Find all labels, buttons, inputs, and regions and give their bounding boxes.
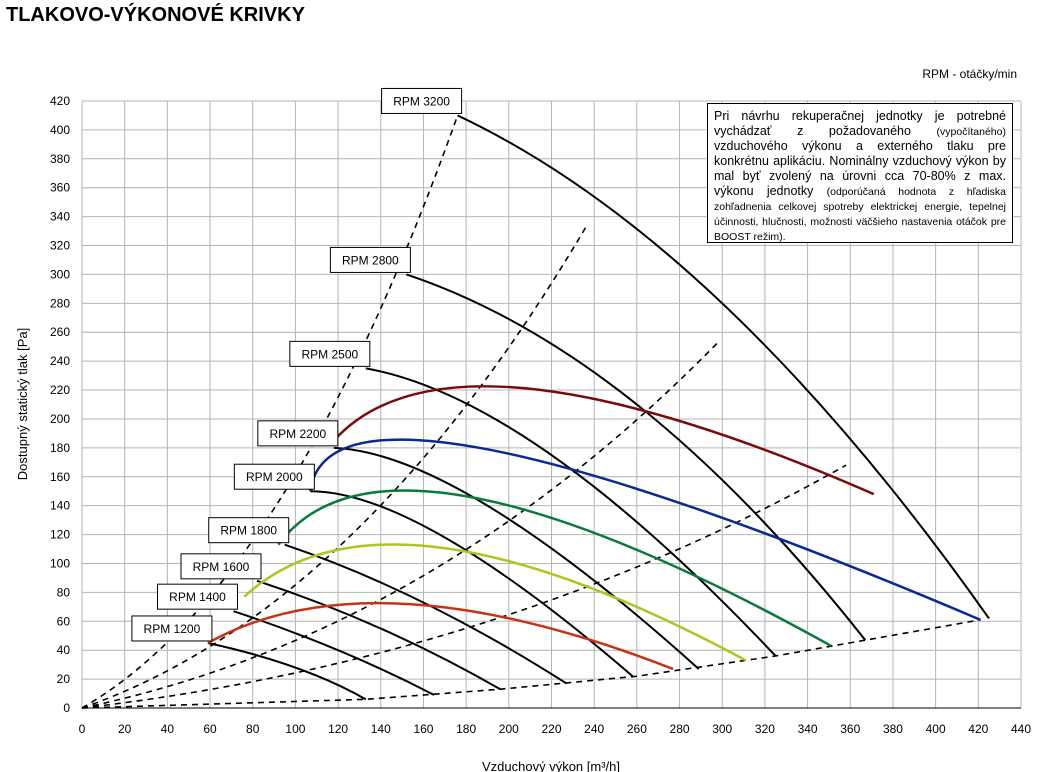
y-tick-label: 180 <box>50 441 70 455</box>
x-tick-label: 360 <box>840 722 860 736</box>
y-tick-label: 360 <box>50 181 70 195</box>
x-tick-label: 420 <box>968 722 988 736</box>
y-tick-label: 220 <box>50 383 70 397</box>
note-main2: vzduchového výkonu a externého tlaku pre… <box>714 139 1006 198</box>
x-tick-label: 140 <box>371 722 391 736</box>
y-tick-label: 380 <box>50 152 70 166</box>
x-tick-label: 100 <box>285 722 305 736</box>
y-tick-label: 420 <box>50 94 70 108</box>
rpm-curve <box>333 446 700 670</box>
y-tick-label: 340 <box>50 210 70 224</box>
y-tick-label: 60 <box>57 614 71 628</box>
x-tick-label: 380 <box>883 722 903 736</box>
y-axis-label: Dostupný statický tlak [Pa] <box>15 328 30 480</box>
rpm-label: RPM 2500 <box>301 347 358 361</box>
dashed-line <box>81 341 719 709</box>
y-tick-label: 200 <box>50 412 70 426</box>
y-tick-label: 300 <box>50 267 70 281</box>
rpm-curve <box>406 273 866 641</box>
rpm-curve <box>207 641 367 701</box>
x-tick-label: 120 <box>328 722 348 736</box>
y-tick-label: 40 <box>57 643 71 657</box>
y-tick-label: 80 <box>57 585 71 599</box>
rpm-label: RPM 3200 <box>393 94 450 108</box>
rpm-label-box <box>329 246 411 273</box>
rpm-labels: RPM 1200 RPM 1400 RPM 1600 RPM 1800 RPM 2000… <box>131 87 463 642</box>
x-tick-label: 280 <box>670 722 690 736</box>
rpm-curve <box>365 367 777 657</box>
rpm-label: RPM 2200 <box>269 427 326 441</box>
note-main: Pri návrhu rekuperačnej jednotky je potr… <box>714 109 1006 138</box>
rpm-label-box <box>381 87 463 114</box>
y-tick-label: 0 <box>63 701 70 715</box>
rpm-label: RPM 1400 <box>169 590 226 604</box>
x-tick-label: 220 <box>541 722 561 736</box>
system-curve <box>309 438 981 621</box>
rpm-label: RPM 1600 <box>193 560 250 574</box>
dashed-line <box>81 115 459 709</box>
x-axis-label: Vzduchový výkon [m³/h] <box>482 759 620 772</box>
x-tick-labels: 0 20 40 60 80 100 120 140 160 180 200 220 240 260 280 3… <box>79 722 1032 736</box>
design-note: Pri návrhu rekuperačnej jednotky je potr… <box>707 103 1013 243</box>
x-tick-label: 260 <box>627 722 647 736</box>
y-tick-label: 100 <box>50 556 70 570</box>
note-paren1: (vypočítaného) <box>936 126 1006 138</box>
rpm-label-box <box>208 517 290 544</box>
rpm-curve <box>457 114 990 619</box>
rpm-label-box <box>180 553 262 580</box>
system-curve <box>332 385 875 496</box>
x-tick-label: 320 <box>755 722 775 736</box>
rpm-curve <box>284 543 567 685</box>
y-tick-label: 160 <box>50 470 70 484</box>
y-tick-label: 280 <box>50 296 70 310</box>
x-tick-label: 160 <box>413 722 433 736</box>
dashed-lines <box>81 115 981 709</box>
x-tick-label: 0 <box>79 722 86 736</box>
rpm-label-box <box>157 583 239 610</box>
system-curve <box>277 489 832 647</box>
x-tick-label: 40 <box>161 722 175 736</box>
x-tick-label: 340 <box>798 722 818 736</box>
rpm-unit-label: RPM - otáčky/min <box>922 67 1017 81</box>
y-tick-label: 240 <box>50 354 70 368</box>
rpm-curve <box>310 490 634 677</box>
rpm-label-box <box>257 420 339 447</box>
rpm-label: RPM 2800 <box>342 253 399 267</box>
system-curve <box>243 543 747 662</box>
rpm-curve <box>256 579 501 691</box>
note-paren2: (odporúčaná hodnota z hľadiska zohľadnen… <box>714 186 1006 243</box>
system-curves <box>207 385 981 671</box>
x-tick-label: 60 <box>203 722 217 736</box>
rpm-label-box <box>131 615 213 642</box>
y-tick-label: 20 <box>57 672 71 686</box>
x-tick-label: 440 <box>1011 722 1031 736</box>
system-curve <box>207 601 674 671</box>
x-tick-label: 240 <box>584 722 604 736</box>
chart-title: TLAKOVO-VÝKONOVÉ KRIVKY <box>6 4 305 26</box>
x-tick-label: 20 <box>118 722 132 736</box>
x-tick-label: 200 <box>499 722 519 736</box>
rpm-label-box <box>289 340 371 367</box>
y-tick-label: 400 <box>50 123 70 137</box>
dashed-line <box>81 464 847 709</box>
y-tick-label: 140 <box>50 499 70 513</box>
grid <box>81 100 1022 709</box>
y-tick-labels: 0 20 40 60 80 100 120 140 160 180 200 220 240 260 280 3… <box>50 94 70 715</box>
x-tick-label: 180 <box>456 722 476 736</box>
x-tick-label: 80 <box>246 722 260 736</box>
y-tick-label: 260 <box>50 325 70 339</box>
x-tick-label: 400 <box>926 722 946 736</box>
dashed-line <box>81 619 981 709</box>
x-tick-label: 300 <box>712 722 732 736</box>
rpm-label: RPM 1200 <box>144 622 201 636</box>
y-tick-label: 320 <box>50 239 70 253</box>
y-tick-label: 120 <box>50 528 70 542</box>
rpm-label: RPM 2000 <box>246 470 303 484</box>
rpm-label: RPM 1800 <box>220 524 277 538</box>
rpm-label-box <box>233 463 315 490</box>
